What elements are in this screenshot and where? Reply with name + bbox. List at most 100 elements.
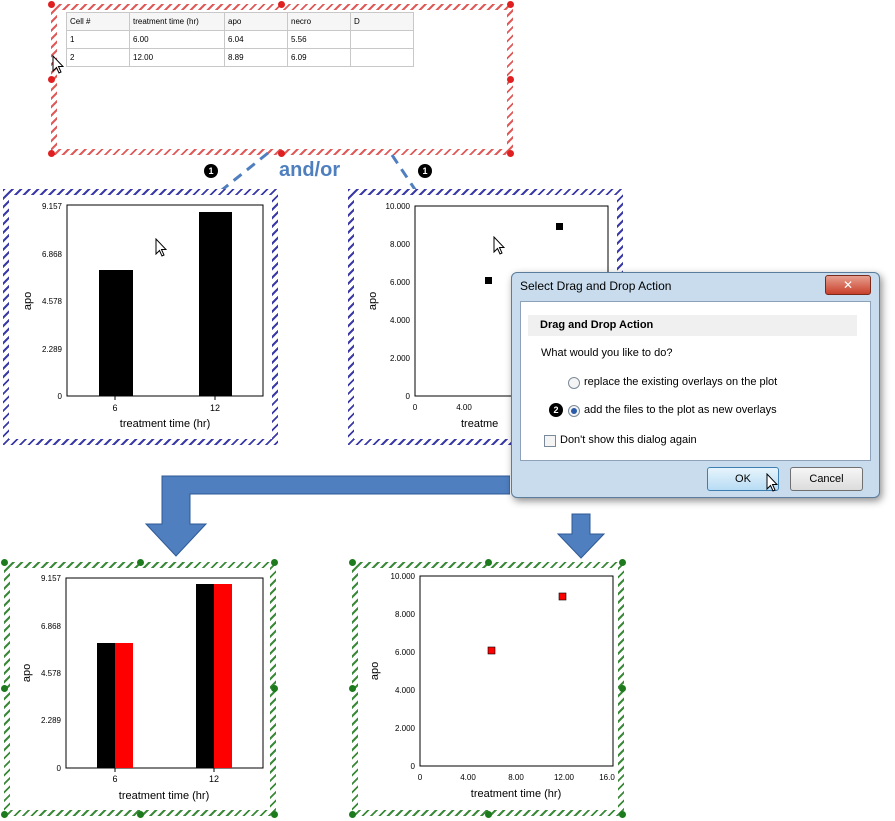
resize-handle[interactable] xyxy=(507,76,514,83)
y-tick-label: 8.000 xyxy=(395,610,416,619)
column-header[interactable]: necro xyxy=(287,12,351,31)
y-tick-label: 2.000 xyxy=(395,724,416,733)
x-tick-label: 16.0 xyxy=(599,773,615,782)
x-tick-label: 0 xyxy=(413,403,418,412)
bar-chart-bottom[interactable]: 6 12 treatment time (hr) apo 9.157 6.868… xyxy=(10,568,270,810)
table-cell[interactable]: 1 xyxy=(66,30,130,49)
resize-handle[interactable] xyxy=(619,559,626,566)
worksheet-header-row: Cell # treatment time (hr) apo necro D xyxy=(66,12,414,31)
table-cell[interactable]: 2 xyxy=(66,48,130,67)
radio-replace-label[interactable]: replace the existing overlays on the plo… xyxy=(584,376,778,388)
scatter-point[interactable] xyxy=(485,277,492,284)
column-header[interactable]: apo xyxy=(224,12,288,31)
x-axis-label: treatment time (hr) xyxy=(119,790,209,802)
step-2-badge: 2 xyxy=(549,403,563,417)
table-row: 2 12.00 8.89 6.09 xyxy=(66,48,414,67)
drag-drop-dialog: Select Drag and Drop Action ✕ Drag and D… xyxy=(511,272,880,498)
x-tick-label: 12 xyxy=(210,403,220,413)
resize-handle[interactable] xyxy=(48,150,55,157)
resize-handle[interactable] xyxy=(507,150,514,157)
y-tick-label: 0 xyxy=(406,392,411,401)
step-1-badge: 1 xyxy=(204,164,218,178)
resize-handle[interactable] xyxy=(137,811,144,818)
resize-handle[interactable] xyxy=(271,685,278,692)
resize-handle[interactable] xyxy=(1,559,8,566)
bar[interactable] xyxy=(97,643,115,768)
y-tick-label: 0 xyxy=(58,392,63,401)
column-header[interactable]: D xyxy=(350,12,414,31)
y-tick-label: 4.000 xyxy=(395,686,416,695)
resize-handle[interactable] xyxy=(1,685,8,692)
and-or-label: and/or xyxy=(279,159,341,181)
y-tick-label: 6.868 xyxy=(41,622,62,631)
table-row: 1 6.00 6.04 5.56 xyxy=(66,30,414,49)
bar-chart-top[interactable]: 6 12 treatment time (hr) apo 9.157 6.868… xyxy=(9,195,272,439)
dialog-question: What would you like to do? xyxy=(541,347,673,359)
resize-handle[interactable] xyxy=(278,150,285,157)
radio-replace-overlays[interactable] xyxy=(568,377,580,389)
radio-add-label[interactable]: add the files to the plot as new overlay… xyxy=(584,404,777,416)
cancel-button[interactable]: Cancel xyxy=(790,467,863,491)
table-cell[interactable]: 6.04 xyxy=(224,30,288,49)
resize-handle[interactable] xyxy=(485,811,492,818)
resize-handle[interactable] xyxy=(48,76,55,83)
radio-add-overlays[interactable] xyxy=(568,405,580,417)
resize-handle[interactable] xyxy=(619,811,626,818)
bar[interactable] xyxy=(196,584,214,768)
scatter-point[interactable] xyxy=(487,646,496,655)
plot-frame xyxy=(419,575,614,767)
mouse-cursor-icon xyxy=(766,473,778,492)
resize-handle[interactable] xyxy=(1,811,8,818)
dialog-title: Select Drag and Drop Action xyxy=(520,279,672,293)
y-tick-label: 2.289 xyxy=(41,716,62,725)
x-tick-label: 6 xyxy=(112,774,117,784)
x-axis-label: treatment time (hr) xyxy=(120,418,210,430)
resize-handle[interactable] xyxy=(349,685,356,692)
x-tick-label: 4.00 xyxy=(460,773,476,782)
scatter-point[interactable] xyxy=(558,592,567,601)
resize-handle[interactable] xyxy=(619,685,626,692)
resize-handle[interactable] xyxy=(485,559,492,566)
resize-handle[interactable] xyxy=(48,1,55,8)
resize-handle[interactable] xyxy=(271,811,278,818)
y-tick-label: 6.868 xyxy=(42,250,63,259)
column-header[interactable]: Cell # xyxy=(66,12,130,31)
y-tick-label: 4.000 xyxy=(390,316,411,325)
table-cell[interactable]: 5.56 xyxy=(287,30,351,49)
resize-handle[interactable] xyxy=(507,1,514,8)
scatter-point[interactable] xyxy=(556,223,563,230)
y-tick-label: 0 xyxy=(57,764,62,773)
resize-handle[interactable] xyxy=(137,559,144,566)
y-tick-label: 6.000 xyxy=(390,278,411,287)
close-button[interactable]: ✕ xyxy=(825,275,871,295)
scatter-chart-bottom[interactable]: 10.000 8.000 6.000 4.000 2.000 0 0 4.00 … xyxy=(358,568,618,810)
dont-show-label[interactable]: Don't show this dialog again xyxy=(560,434,697,446)
mouse-cursor-icon xyxy=(493,236,505,255)
resize-handle[interactable] xyxy=(271,559,278,566)
ok-button[interactable]: OK xyxy=(707,467,779,491)
table-cell[interactable] xyxy=(350,48,414,67)
x-axis-label: treatment time (hr) xyxy=(471,788,561,800)
y-tick-label: 10.000 xyxy=(391,572,416,581)
scatter-graph-result-page xyxy=(358,568,618,810)
table-cell[interactable]: 6.09 xyxy=(287,48,351,67)
resize-handle[interactable] xyxy=(349,811,356,818)
y-axis-label: apo xyxy=(22,292,34,310)
resize-handle[interactable] xyxy=(349,559,356,566)
y-tick-label: 2.000 xyxy=(390,354,411,363)
y-tick-label: 9.157 xyxy=(41,574,62,583)
table-cell[interactable] xyxy=(350,30,414,49)
worksheet-table[interactable]: Cell # treatment time (hr) apo necro D 1… xyxy=(66,12,414,67)
bar[interactable] xyxy=(99,270,133,396)
bar[interactable] xyxy=(115,643,133,768)
resize-handle[interactable] xyxy=(278,1,285,8)
table-cell[interactable]: 6.00 xyxy=(129,30,225,49)
y-tick-label: 4.578 xyxy=(41,669,62,678)
bar[interactable] xyxy=(214,584,232,768)
column-header[interactable]: treatment time (hr) xyxy=(129,12,225,31)
y-tick-label: 6.000 xyxy=(395,648,416,657)
table-cell[interactable]: 8.89 xyxy=(224,48,288,67)
bar[interactable] xyxy=(199,212,232,396)
dont-show-checkbox[interactable] xyxy=(544,435,556,447)
table-cell[interactable]: 12.00 xyxy=(129,48,225,67)
